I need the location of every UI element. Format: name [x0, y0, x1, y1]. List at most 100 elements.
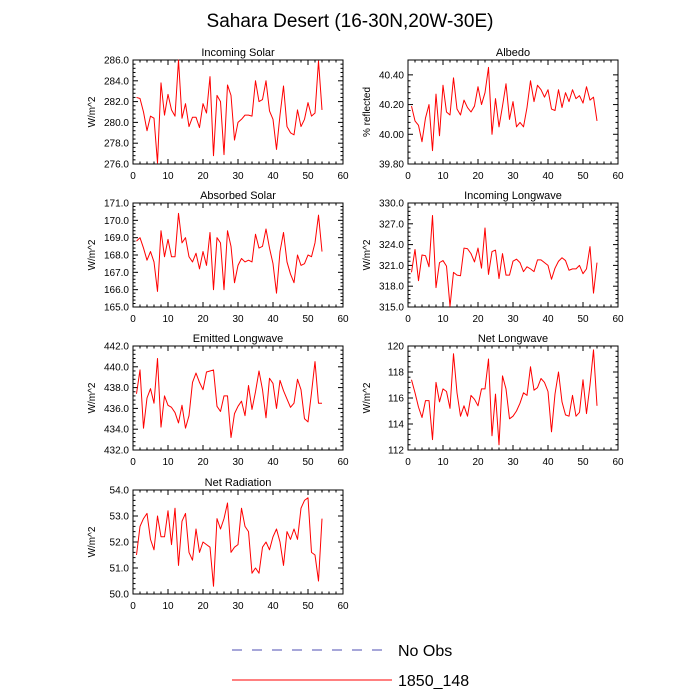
- y-tick-label: 434.0: [104, 425, 129, 436]
- y-tick-label: 432.0: [104, 446, 129, 457]
- y-axis-label: W/m^2: [87, 526, 98, 557]
- y-tick-label: 51.0: [110, 564, 130, 575]
- y-tick-label: 166.0: [104, 285, 129, 296]
- x-tick-label: 0: [130, 314, 136, 325]
- y-tick-label: 438.0: [104, 383, 129, 394]
- legend-label: No Obs: [398, 643, 452, 660]
- x-tick-label: 10: [162, 171, 174, 182]
- x-tick-label: 0: [405, 314, 411, 325]
- x-tick-label: 40: [267, 171, 279, 182]
- x-tick-label: 0: [130, 457, 136, 468]
- y-tick-label: 442.0: [104, 342, 129, 353]
- y-tick-label: 40.00: [379, 130, 404, 141]
- y-axis-label: W/m^2: [87, 382, 98, 413]
- x-tick-label: 30: [507, 457, 519, 468]
- main-title: Sahara Desert (16-30N,20W-30E): [207, 11, 494, 32]
- y-axis-label: W/m^2: [362, 239, 373, 270]
- y-tick-label: 118: [388, 368, 404, 379]
- x-tick-label: 50: [577, 457, 589, 468]
- x-tick-label: 40: [542, 457, 554, 468]
- x-tick-label: 50: [302, 314, 314, 325]
- x-tick-label: 30: [507, 171, 519, 182]
- series-line-1850-148: [136, 357, 322, 439]
- y-tick-label: 116: [388, 394, 404, 405]
- y-tick-label: 165.0: [104, 303, 129, 314]
- y-tick-label: 53.0: [110, 512, 130, 523]
- y-tick-label: 278.0: [104, 139, 129, 150]
- y-tick-label: 440.0: [104, 362, 129, 373]
- x-tick-label: 20: [197, 314, 209, 325]
- panel-title: Incoming Longwave: [464, 190, 562, 202]
- x-tick-label: 40: [542, 171, 554, 182]
- y-tick-label: 280.0: [104, 118, 129, 129]
- series-line-1850-148: [411, 349, 598, 446]
- plot-frame: [407, 345, 619, 451]
- y-tick-label: 321.0: [379, 261, 404, 272]
- y-tick-label: 52.0: [110, 538, 130, 549]
- y-tick-label: 40.20: [379, 100, 404, 111]
- series-line-1850-148: [411, 214, 598, 307]
- x-tick-label: 20: [472, 314, 484, 325]
- x-tick-label: 60: [612, 457, 624, 468]
- x-tick-label: 30: [507, 314, 519, 325]
- x-tick-label: 30: [232, 171, 244, 182]
- y-tick-label: 50.0: [110, 590, 130, 601]
- x-tick-label: 10: [162, 314, 174, 325]
- panel-net-radiation: Net Radiation 0 10 20 30 40 50 60 50.0 51.0 52.0 53…: [87, 477, 349, 612]
- x-tick-label: 0: [405, 171, 411, 182]
- y-tick-label: 120: [387, 342, 404, 353]
- panel-title: Net Radiation: [205, 477, 272, 489]
- y-tick-label: 39.80: [379, 160, 404, 171]
- y-axis-label: W/m^2: [87, 239, 98, 270]
- panel-title: Emitted Longwave: [193, 333, 284, 345]
- legend: No Obs 1850_148: [232, 643, 469, 690]
- series-line-1850-148: [411, 66, 598, 152]
- x-tick-label: 0: [130, 171, 136, 182]
- x-tick-label: 0: [405, 457, 411, 468]
- x-tick-label: 60: [337, 457, 349, 468]
- x-tick-label: 50: [577, 171, 589, 182]
- series-line-1850-148: [136, 497, 323, 587]
- x-tick-label: 10: [437, 457, 449, 468]
- y-tick-label: 318.0: [379, 282, 404, 293]
- x-tick-label: 60: [337, 314, 349, 325]
- y-tick-label: 436.0: [104, 404, 129, 415]
- panel-title: Net Longwave: [478, 333, 548, 345]
- y-tick-label: 169.0: [104, 233, 129, 244]
- y-tick-label: 40.40: [379, 70, 404, 81]
- y-tick-label: 282.0: [104, 97, 129, 108]
- plot-frame: [407, 202, 619, 308]
- x-tick-label: 10: [162, 601, 174, 612]
- panel-incoming-longwave: Incoming Longwave 0 10 20 30 40 50 60 315.0 318.0…: [362, 190, 624, 325]
- y-tick-label: 112: [388, 446, 404, 457]
- x-tick-label: 20: [472, 457, 484, 468]
- series-line-1850-148: [136, 59, 323, 164]
- y-tick-label: 171.0: [104, 199, 129, 210]
- x-tick-label: 40: [267, 601, 279, 612]
- y-tick-label: 170.0: [104, 216, 129, 227]
- y-axis-label: W/m^2: [362, 382, 373, 413]
- x-tick-label: 10: [437, 314, 449, 325]
- x-tick-label: 10: [162, 457, 174, 468]
- series-line-1850-148: [136, 212, 323, 294]
- legend-label: 1850_148: [398, 673, 469, 690]
- panel-albedo: Albedo 0 10 20 30 40 50 60 39.80 40.00 40.20 40.40%…: [362, 47, 624, 182]
- x-tick-label: 60: [337, 601, 349, 612]
- x-tick-label: 0: [130, 601, 136, 612]
- y-tick-label: 286.0: [104, 56, 129, 67]
- panel-absorbed-solar: Absorbed Solar 0 10 20 30 40 50 60 165.0 166.0 167…: [87, 190, 349, 325]
- y-tick-label: 168.0: [104, 251, 129, 262]
- panel-title: Incoming Solar: [201, 47, 275, 59]
- x-tick-label: 10: [437, 171, 449, 182]
- y-tick-label: 327.0: [379, 219, 404, 230]
- x-tick-label: 30: [232, 314, 244, 325]
- x-tick-label: 60: [612, 314, 624, 325]
- x-tick-label: 50: [302, 171, 314, 182]
- x-tick-label: 50: [577, 314, 589, 325]
- x-tick-label: 20: [472, 171, 484, 182]
- x-tick-label: 50: [302, 457, 314, 468]
- y-tick-label: 284.0: [104, 76, 129, 87]
- y-tick-label: 114: [388, 420, 404, 431]
- plot-frame: [407, 59, 619, 165]
